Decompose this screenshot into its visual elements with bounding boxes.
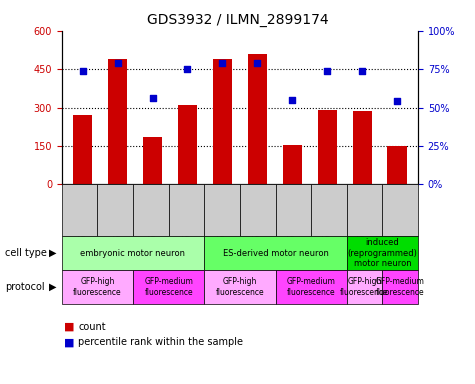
Point: [288, 97, 296, 103]
Text: ES-derived motor neuron: ES-derived motor neuron: [223, 248, 328, 258]
Text: ■: ■: [64, 337, 75, 347]
Text: GFP-high
fluorescence: GFP-high fluorescence: [340, 277, 389, 296]
Bar: [248, 54, 267, 184]
Bar: [283, 145, 302, 184]
Text: GFP-medium
fluorescence: GFP-medium fluorescence: [287, 277, 335, 296]
Point: [323, 68, 331, 74]
Bar: [352, 111, 372, 184]
Point: [218, 60, 226, 66]
Bar: [388, 146, 407, 184]
Bar: [108, 59, 127, 184]
Text: protocol: protocol: [5, 282, 44, 292]
Point: [254, 60, 261, 66]
Bar: [213, 59, 232, 184]
Point: [114, 60, 122, 66]
Text: embryonic motor neuron: embryonic motor neuron: [80, 248, 186, 258]
Text: GDS3932 / ILMN_2899174: GDS3932 / ILMN_2899174: [147, 13, 328, 27]
Text: GFP-high
fluorescence: GFP-high fluorescence: [73, 277, 122, 296]
Point: [358, 68, 366, 74]
Point: [79, 68, 86, 74]
Point: [149, 95, 156, 101]
Text: ▶: ▶: [48, 282, 56, 292]
Bar: [318, 110, 337, 184]
Text: count: count: [78, 322, 106, 332]
Point: [184, 66, 191, 72]
Text: induced
(reprogrammed)
motor neuron: induced (reprogrammed) motor neuron: [347, 238, 418, 268]
Text: GFP-medium
fluorescence: GFP-medium fluorescence: [144, 277, 193, 296]
Text: ■: ■: [64, 322, 75, 332]
Text: cell type: cell type: [5, 248, 47, 258]
Text: percentile rank within the sample: percentile rank within the sample: [78, 337, 243, 347]
Text: ▶: ▶: [48, 248, 56, 258]
Bar: [143, 137, 162, 184]
Text: GFP-high
fluorescence: GFP-high fluorescence: [216, 277, 264, 296]
Point: [393, 98, 401, 104]
Text: GFP-medium
fluorescence: GFP-medium fluorescence: [376, 277, 425, 296]
Bar: [73, 115, 92, 184]
Bar: [178, 105, 197, 184]
